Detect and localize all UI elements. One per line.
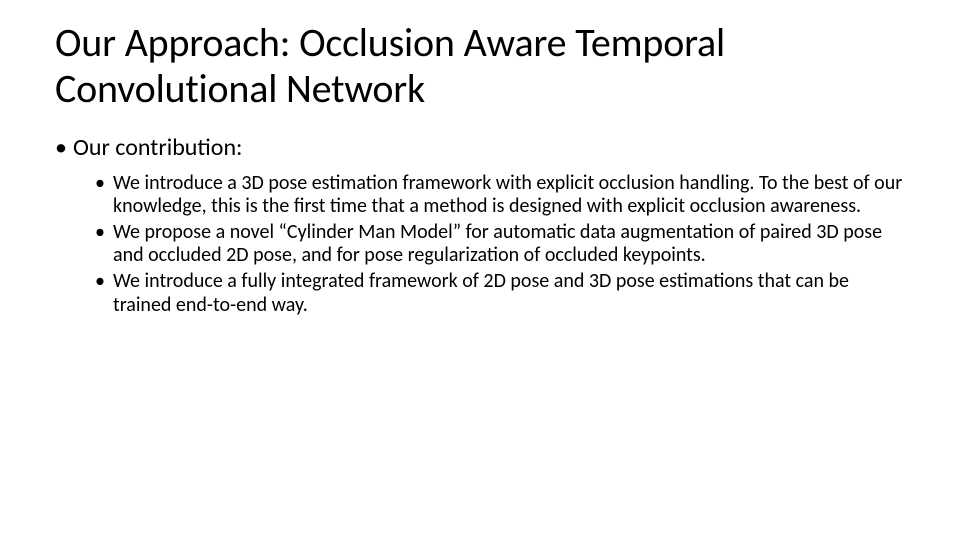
bullet-item: We introduce a 3D pose estimation framew… — [95, 172, 905, 219]
bullet-item: We propose a novel “Cylinder Man Model” … — [95, 221, 905, 268]
contribution-heading: Our contribution: — [55, 134, 905, 162]
slide-container: Our Approach: Occlusion Aware Temporal C… — [0, 0, 960, 540]
slide-title: Our Approach: Occlusion Aware Temporal C… — [55, 20, 905, 112]
bullet-item: We introduce a fully integrated framewor… — [95, 270, 905, 317]
